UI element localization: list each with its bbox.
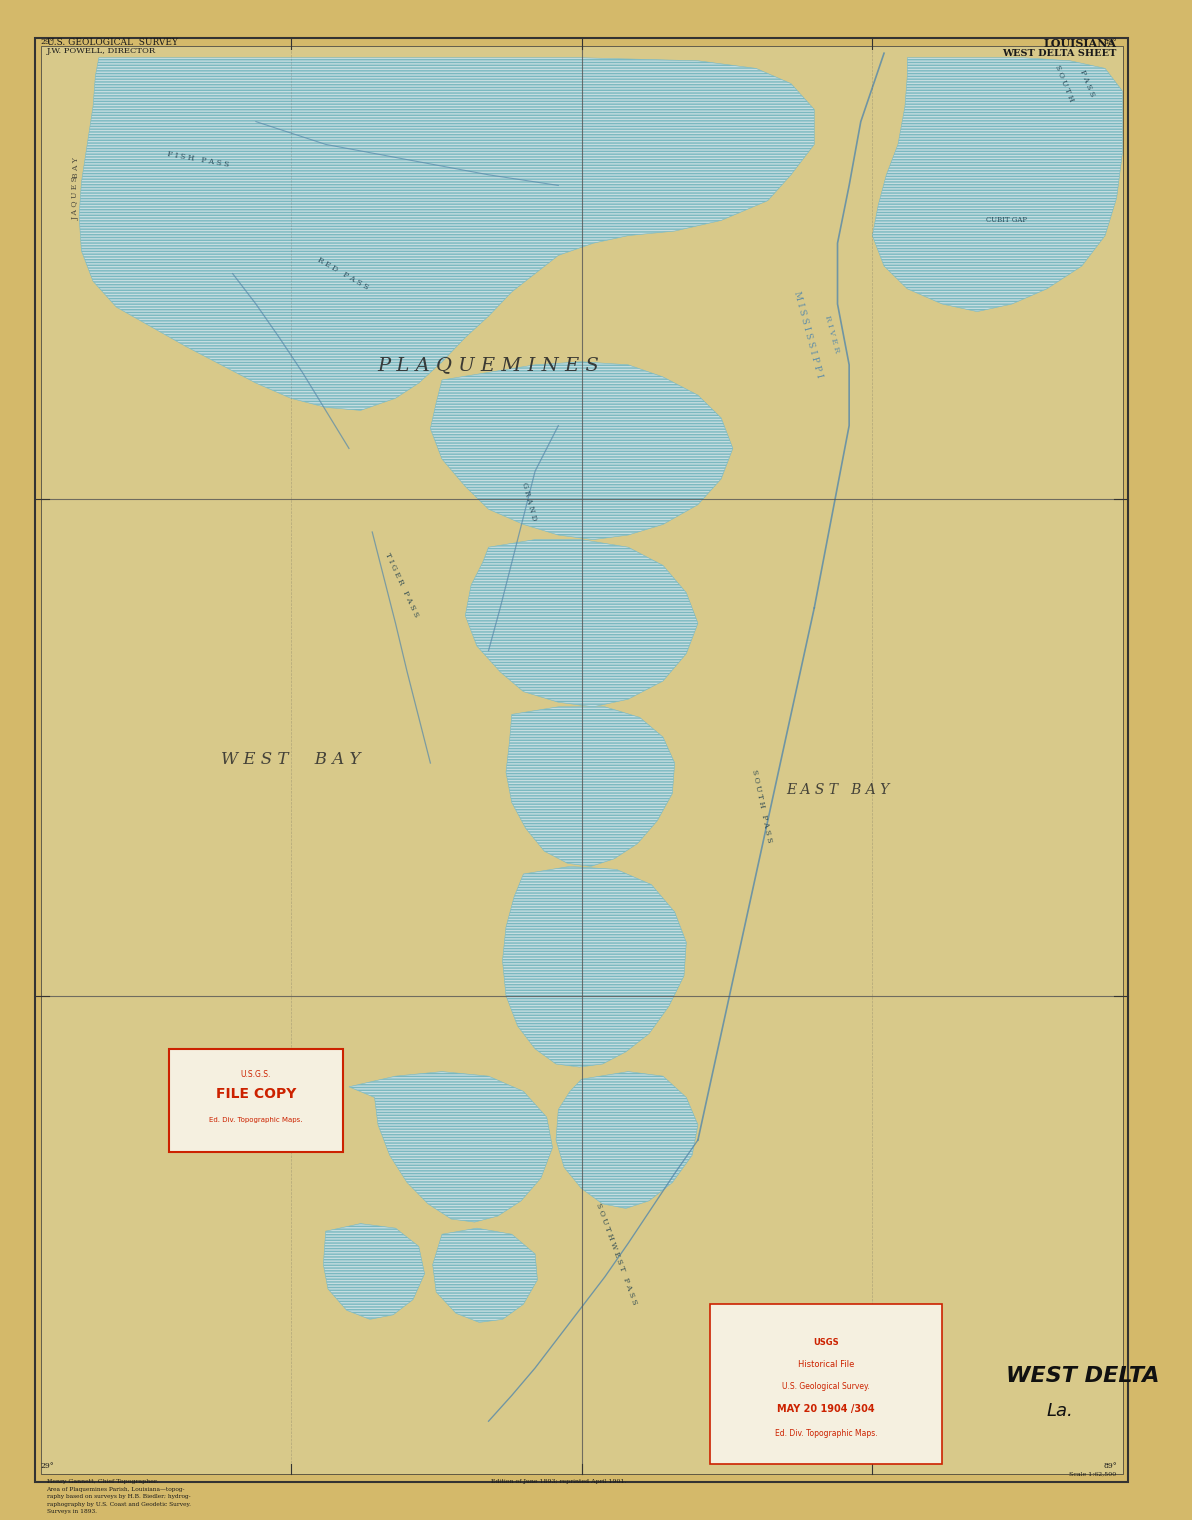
Text: F I S H   P A S S: F I S H P A S S [166, 150, 229, 169]
Polygon shape [79, 58, 814, 410]
Text: La.: La. [1047, 1401, 1074, 1420]
Text: raphy based on surveys by H.B. Biedler; hydrog-: raphy based on surveys by H.B. Biedler; … [46, 1494, 191, 1499]
Text: Ed. Div. Topographic Maps.: Ed. Div. Topographic Maps. [209, 1117, 303, 1123]
Polygon shape [465, 540, 699, 707]
Polygon shape [555, 1072, 699, 1208]
Text: T I G E R   P A S S: T I G E R P A S S [383, 552, 420, 619]
Text: R I V E R: R I V E R [822, 315, 840, 354]
Polygon shape [433, 1228, 538, 1322]
Text: W E S T     B A Y: W E S T B A Y [221, 751, 360, 769]
Text: 89°: 89° [1103, 38, 1117, 46]
Text: WEST DELTA: WEST DELTA [1006, 1365, 1160, 1386]
Text: Henry Gannett, Chief Topographer.: Henry Gannett, Chief Topographer. [46, 1479, 157, 1484]
Text: U.S.G.S.: U.S.G.S. [241, 1070, 271, 1079]
Text: S O U T H W E S T   P A S S: S O U T H W E S T P A S S [595, 1202, 639, 1306]
Polygon shape [873, 58, 1123, 312]
Text: U.S. Geological Survey.: U.S. Geological Survey. [782, 1382, 870, 1391]
Text: CUBIT GAP: CUBIT GAP [986, 216, 1026, 225]
Text: S O U T H   P A S S: S O U T H P A S S [750, 768, 774, 844]
Text: Area of Plaquemines Parish, Louisiana—topog-: Area of Plaquemines Parish, Louisiana—to… [46, 1487, 185, 1491]
Text: WEST DELTA SHEET: WEST DELTA SHEET [1002, 49, 1117, 58]
Text: R E D   P A S S: R E D P A S S [316, 255, 370, 292]
Text: G R A N D: G R A N D [520, 482, 539, 521]
Text: E A S T   B A Y: E A S T B A Y [786, 783, 889, 798]
Text: 29°: 29° [41, 1462, 55, 1470]
Text: Scale 1:62,500: Scale 1:62,500 [1069, 1471, 1117, 1476]
Text: Historical File: Historical File [797, 1360, 855, 1370]
Text: P L A Q U E M I N E S: P L A Q U E M I N E S [378, 356, 600, 374]
Text: J A Q U E S: J A Q U E S [72, 176, 80, 219]
Text: M I S S I S S I P P I: M I S S I S S I P P I [793, 290, 825, 378]
Text: J.W. POWELL, DIRECTOR: J.W. POWELL, DIRECTOR [46, 47, 156, 55]
Text: LOUISIANA: LOUISIANA [1044, 38, 1117, 49]
Text: S O U T H: S O U T H [1054, 64, 1075, 103]
Text: Edition of June 1893; reprinted April 1901.: Edition of June 1893; reprinted April 19… [491, 1479, 626, 1484]
Text: 89°: 89° [1103, 1462, 1117, 1470]
Text: FILE COPY: FILE COPY [216, 1087, 296, 1102]
Text: raphography by U.S. Coast and Geodetic Survey.: raphography by U.S. Coast and Geodetic S… [46, 1502, 191, 1506]
Polygon shape [430, 362, 733, 540]
Text: Surveys in 1893.: Surveys in 1893. [46, 1509, 97, 1514]
Polygon shape [323, 1224, 424, 1319]
Polygon shape [505, 707, 675, 866]
Text: Ed. Div. Topographic Maps.: Ed. Div. Topographic Maps. [775, 1429, 877, 1438]
Text: U.S. GEOLOGICAL  SURVEY: U.S. GEOLOGICAL SURVEY [46, 38, 178, 47]
Text: 29°: 29° [41, 38, 55, 46]
Text: MAY 20 1904 /304: MAY 20 1904 /304 [777, 1404, 875, 1414]
Text: P A S S: P A S S [1079, 68, 1097, 99]
Polygon shape [503, 866, 687, 1067]
FancyBboxPatch shape [709, 1304, 942, 1464]
Text: USGS: USGS [813, 1338, 839, 1347]
FancyBboxPatch shape [168, 1049, 343, 1152]
Text: B A Y: B A Y [72, 157, 80, 178]
Polygon shape [349, 1072, 553, 1222]
